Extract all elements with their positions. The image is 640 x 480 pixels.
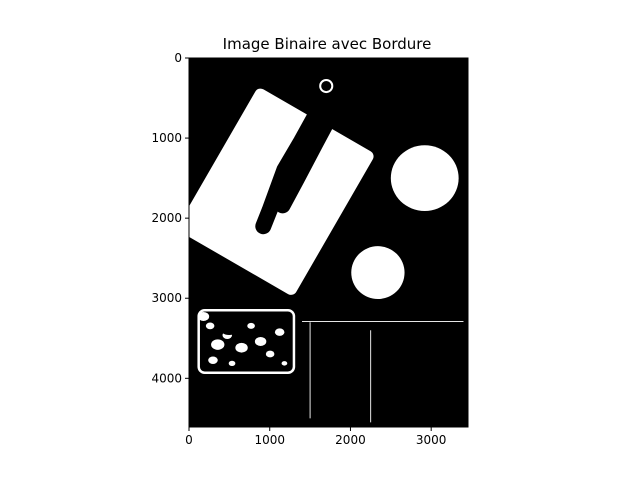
box-speckle-11 xyxy=(281,361,288,366)
box-speckle-6 xyxy=(254,336,267,346)
x-tick-label: 0 xyxy=(185,433,193,447)
y-tick-label: 0 xyxy=(174,51,182,65)
y-axis: 0 1000 2000 3000 4000 xyxy=(151,51,189,385)
x-tick-label: 2000 xyxy=(335,433,366,447)
box-speckle-7 xyxy=(265,350,275,358)
x-axis: 0 1000 2000 3000 xyxy=(185,427,446,447)
box-speckle-8 xyxy=(274,328,285,336)
x-tick-label: 1000 xyxy=(254,433,285,447)
y-tick-label: 4000 xyxy=(151,371,182,385)
box-speckle-5 xyxy=(247,322,255,329)
x-tick-label: 3000 xyxy=(416,433,447,447)
y-tick-label: 1000 xyxy=(151,131,182,145)
axes-frame xyxy=(188,57,469,428)
white-blob-2 xyxy=(390,145,459,211)
box-speckle-2 xyxy=(211,339,225,350)
box-speckle-9 xyxy=(208,356,218,364)
box-speckle-1 xyxy=(205,322,215,330)
chart-title: Image Binaire avec Bordure xyxy=(223,35,432,53)
y-tick-label: 3000 xyxy=(151,291,182,305)
white-box-outline xyxy=(197,308,296,374)
white-ring xyxy=(319,78,334,94)
box-speckle-0 xyxy=(197,311,210,321)
dark-stroke-1 xyxy=(274,106,340,214)
white-blob-3 xyxy=(351,246,405,300)
box-speckle-10 xyxy=(228,360,236,366)
image-layer xyxy=(189,58,468,427)
dark-stroke-0 xyxy=(255,99,328,235)
box-speckle-4 xyxy=(235,342,248,353)
y-tick-label: 2000 xyxy=(151,211,182,225)
box-dark-spot xyxy=(220,322,239,335)
plot-area xyxy=(188,57,469,428)
